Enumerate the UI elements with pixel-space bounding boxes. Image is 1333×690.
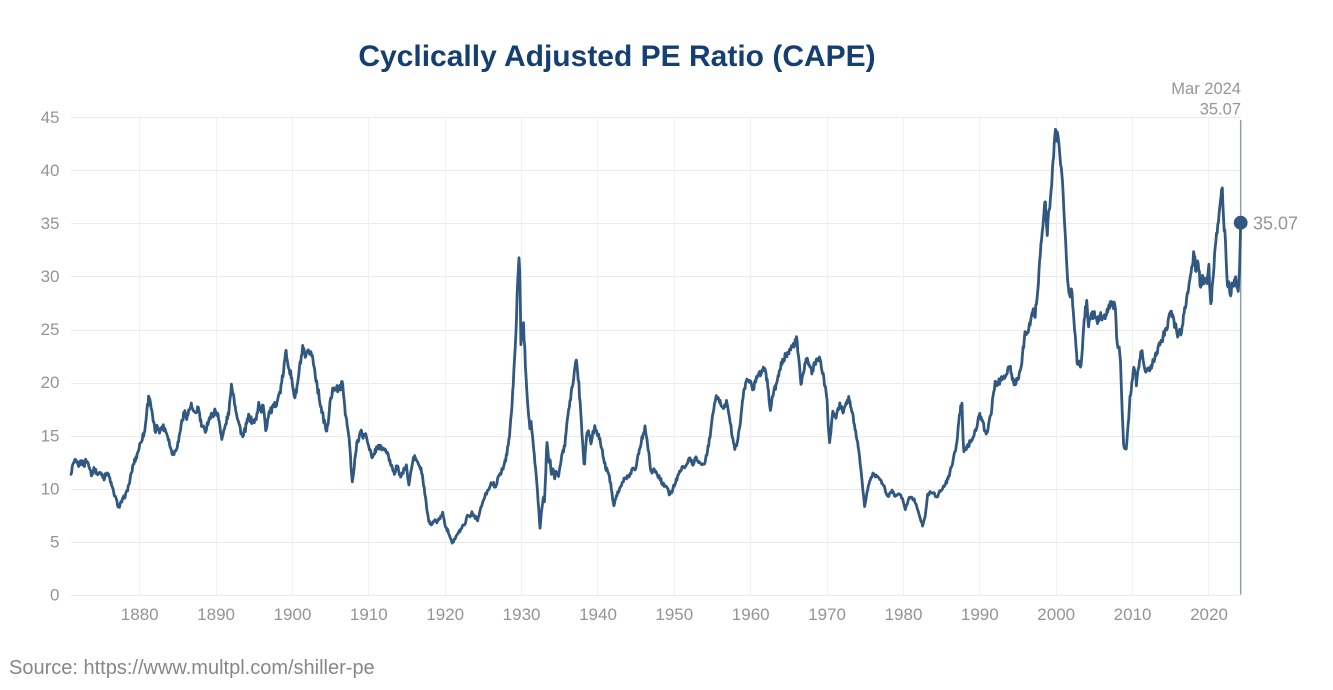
svg-text:20: 20: [41, 373, 60, 392]
svg-text:1980: 1980: [885, 605, 923, 624]
svg-text:2020: 2020: [1190, 605, 1228, 624]
svg-text:Cyclically Adjusted PE Ratio (: Cyclically Adjusted PE Ratio (CAPE): [358, 40, 875, 73]
svg-text:10: 10: [41, 479, 60, 498]
svg-text:2010: 2010: [1114, 605, 1152, 624]
svg-text:1950: 1950: [655, 605, 693, 624]
svg-text:1910: 1910: [350, 605, 388, 624]
svg-text:1970: 1970: [808, 605, 846, 624]
svg-text:Mar 2024: Mar 2024: [1171, 80, 1241, 98]
svg-text:25: 25: [41, 320, 60, 339]
svg-text:45: 45: [41, 108, 60, 127]
svg-text:35.07: 35.07: [1200, 101, 1241, 119]
svg-text:35: 35: [41, 214, 60, 233]
svg-text:Source: https://www.multpl.com: Source: https://www.multpl.com/shiller-p…: [9, 657, 375, 679]
svg-text:1880: 1880: [121, 605, 159, 624]
svg-text:1900: 1900: [274, 605, 312, 624]
svg-text:15: 15: [41, 426, 60, 445]
svg-text:1920: 1920: [426, 605, 464, 624]
svg-text:2000: 2000: [1037, 605, 1075, 624]
svg-text:0: 0: [50, 586, 59, 605]
svg-text:1990: 1990: [961, 605, 999, 624]
svg-text:35.07: 35.07: [1253, 213, 1298, 233]
svg-text:5: 5: [50, 533, 59, 552]
svg-text:1930: 1930: [503, 605, 541, 624]
svg-text:1890: 1890: [197, 605, 235, 624]
svg-text:1960: 1960: [732, 605, 770, 624]
svg-text:40: 40: [41, 161, 60, 180]
svg-text:30: 30: [41, 267, 60, 286]
svg-text:1940: 1940: [579, 605, 617, 624]
